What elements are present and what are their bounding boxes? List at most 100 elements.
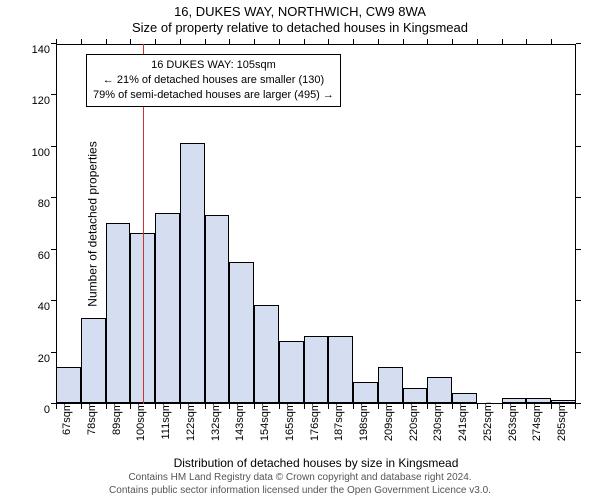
x-axis-top-line [56,44,576,45]
y-tick-label: 20 [16,353,50,365]
x-tick-mark-top [254,39,255,44]
x-tick-mark-top [502,39,503,44]
histogram-bar [205,215,230,403]
x-tick-label: 187sqm [333,402,345,441]
x-tick-label: 89sqm [111,402,123,435]
chart-subtitle: Size of property relative to detached ho… [0,20,600,36]
footer: Contains HM Land Registry data © Crown c… [0,472,600,497]
y-tick-mark [51,300,56,301]
x-tick-label: 132sqm [210,402,222,441]
annotation-line-1: 16 DUKES WAY: 105sqm [93,58,334,73]
histogram-bar [304,336,329,403]
histogram-bar [403,388,428,403]
histogram-bar [378,367,403,403]
x-tick-mark [205,404,206,409]
x-tick-label: 67sqm [61,402,73,435]
y-tick-mark [51,94,56,95]
histogram-bar [56,367,81,403]
x-tick-mark-top [229,39,230,44]
y-tick-label: 40 [16,301,50,313]
histogram-bar [254,305,279,403]
y-tick-label: 140 [16,44,50,56]
x-tick-mark [254,404,255,409]
x-tick-mark [502,404,503,409]
x-tick-mark-top [353,39,354,44]
y-tick-label: 80 [16,198,50,210]
address-line: 16, DUKES WAY, NORTHWICH, CW9 8WA [0,4,600,20]
y-tick-mark [51,146,56,147]
y-tick-label: 100 [16,147,50,159]
x-tick-label: 241sqm [457,402,469,441]
y-tick-label: 0 [16,404,50,416]
histogram-bar [427,377,452,403]
x-tick-mark-top [477,39,478,44]
x-tick-label: 100sqm [135,402,147,441]
x-tick-label: 263sqm [507,402,519,441]
x-tick-label: 274sqm [531,402,543,441]
y-axis-line [56,44,57,404]
x-tick-mark-top [452,39,453,44]
x-tick-mark-top [130,39,131,44]
footer-line-2: Contains public sector information licen… [0,485,600,498]
y-axis-label: Number of detached properties [86,141,100,306]
y-tick-label: 60 [16,250,50,262]
x-tick-mark [328,404,329,409]
y-tick-mark-right [576,94,581,95]
histogram-bar [106,223,131,403]
y-tick-mark-right [576,403,581,404]
y-tick-mark [51,352,56,353]
footer-line-1: Contains HM Land Registry data © Crown c… [0,472,600,485]
y-tick-mark-right [576,249,581,250]
y-tick-mark-right [576,300,581,301]
x-tick-mark [130,404,131,409]
y-tick-mark [51,197,56,198]
plot-area: Number of detached properties Distributi… [56,44,576,404]
x-tick-label: 154sqm [259,402,271,441]
x-tick-mark [551,404,552,409]
header: 16, DUKES WAY, NORTHWICH, CW9 8WA Size o… [0,0,600,37]
histogram-bar [155,213,180,403]
y-tick-mark-right [576,43,581,44]
x-axis-label: Distribution of detached houses by size … [56,456,576,470]
annotation-line-3: 79% of semi-detached houses are larger (… [93,88,334,103]
x-tick-mark-top [106,39,107,44]
x-tick-mark-top [180,39,181,44]
x-tick-mark-top [403,39,404,44]
x-tick-mark-top [328,39,329,44]
x-tick-label: 111sqm [160,402,172,440]
x-tick-mark-top [526,39,527,44]
histogram-bar [81,318,106,403]
x-tick-mark-top [304,39,305,44]
x-tick-mark [403,404,404,409]
y-axis-right-line [575,44,576,404]
y-tick-label: 120 [16,95,50,107]
annotation-box: 16 DUKES WAY: 105sqm← 21% of detached ho… [86,54,341,107]
x-tick-mark [575,404,576,409]
x-tick-mark-top [551,39,552,44]
x-tick-label: 285sqm [556,402,568,441]
x-tick-mark-top [378,39,379,44]
x-tick-label: 198sqm [358,402,370,441]
y-tick-mark [51,249,56,250]
x-tick-mark [526,404,527,409]
x-tick-label: 78sqm [86,402,98,435]
y-tick-mark-right [576,197,581,198]
annotation-line-2: ← 21% of detached houses are smaller (13… [93,73,334,88]
x-tick-mark [56,404,57,409]
x-tick-mark [304,404,305,409]
x-tick-label: 252sqm [482,402,494,441]
histogram-bar [328,336,353,403]
x-tick-mark-top [427,39,428,44]
x-tick-mark-top [205,39,206,44]
x-tick-mark [81,404,82,409]
y-tick-mark-right [576,352,581,353]
x-tick-mark [106,404,107,409]
x-tick-label: 176sqm [309,402,321,441]
x-tick-mark [427,404,428,409]
x-tick-mark [279,404,280,409]
x-tick-mark [353,404,354,409]
x-tick-label: 122sqm [185,402,197,441]
x-tick-mark [378,404,379,409]
histogram-bar [229,262,254,403]
y-tick-mark-right [576,146,581,147]
